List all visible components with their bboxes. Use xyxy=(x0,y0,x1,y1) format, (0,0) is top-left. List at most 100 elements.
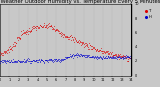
Point xyxy=(100,57,102,59)
Point xyxy=(75,42,78,43)
Point xyxy=(16,62,19,63)
Point xyxy=(86,54,89,56)
Point xyxy=(49,58,51,60)
Point xyxy=(6,52,8,54)
Point xyxy=(108,56,111,57)
Point xyxy=(66,37,68,38)
Point xyxy=(129,57,132,58)
Point xyxy=(60,58,62,60)
Point xyxy=(43,60,46,61)
Point xyxy=(111,54,114,56)
Point xyxy=(0,62,1,63)
Point xyxy=(57,30,59,31)
Point xyxy=(64,36,67,38)
Point xyxy=(67,56,70,57)
Point xyxy=(94,48,96,50)
Point xyxy=(74,54,76,56)
Point xyxy=(68,36,71,37)
Point xyxy=(75,52,78,53)
Point xyxy=(83,46,86,47)
Point xyxy=(92,46,95,47)
Point xyxy=(32,60,35,62)
Point xyxy=(41,60,44,61)
Point xyxy=(11,49,14,50)
Point xyxy=(13,60,16,61)
Point xyxy=(11,61,13,63)
Point xyxy=(86,43,89,44)
Point xyxy=(68,56,71,58)
Point xyxy=(28,62,31,63)
Point xyxy=(35,26,38,27)
Point xyxy=(90,45,93,46)
Point xyxy=(120,56,123,57)
Point xyxy=(78,40,80,41)
Point xyxy=(72,54,74,55)
Point xyxy=(124,58,127,59)
Point xyxy=(40,59,43,61)
Point xyxy=(2,55,4,56)
Point xyxy=(76,56,78,58)
Point xyxy=(87,46,89,47)
Point xyxy=(106,51,109,52)
Point xyxy=(111,57,114,59)
Point xyxy=(48,59,51,60)
Point xyxy=(50,25,53,27)
Point xyxy=(63,35,65,36)
Point xyxy=(29,60,32,61)
Point xyxy=(18,60,20,62)
Point xyxy=(39,61,41,62)
Point xyxy=(95,49,97,50)
Point xyxy=(25,30,27,32)
Point xyxy=(63,33,65,35)
Point xyxy=(63,58,65,59)
Point xyxy=(33,27,36,28)
Point xyxy=(119,57,121,59)
Point xyxy=(12,44,14,45)
Point xyxy=(88,45,91,46)
Point xyxy=(13,42,15,43)
Point xyxy=(108,56,111,58)
Point xyxy=(64,56,66,58)
Point xyxy=(89,44,92,46)
Point xyxy=(125,57,128,59)
Point xyxy=(26,59,29,60)
Point xyxy=(104,57,106,59)
Point xyxy=(124,58,127,59)
Point xyxy=(84,56,86,57)
Point xyxy=(72,57,75,58)
Point xyxy=(85,56,87,58)
Point xyxy=(55,60,58,61)
Point xyxy=(67,56,69,58)
Point xyxy=(59,31,62,33)
Point xyxy=(0,61,3,62)
Point xyxy=(46,59,48,60)
Point xyxy=(78,55,81,56)
Point xyxy=(61,59,63,61)
Point xyxy=(119,55,121,56)
Point xyxy=(103,58,106,59)
Point xyxy=(6,60,8,62)
Point xyxy=(73,55,76,56)
Point xyxy=(78,54,80,56)
Point xyxy=(127,57,130,58)
Point xyxy=(118,57,120,58)
Point xyxy=(44,26,46,28)
Point xyxy=(37,27,40,28)
Point xyxy=(124,56,126,57)
Point xyxy=(61,32,63,34)
Point xyxy=(110,58,113,59)
Point xyxy=(104,57,107,58)
Point xyxy=(61,35,64,36)
Point xyxy=(121,57,123,58)
Point xyxy=(117,54,119,56)
Point xyxy=(104,52,106,53)
Point xyxy=(54,59,57,60)
Point xyxy=(15,42,17,43)
Point xyxy=(69,35,72,36)
Point xyxy=(52,27,54,29)
Point xyxy=(104,58,107,59)
Point xyxy=(39,25,42,26)
Point xyxy=(70,55,73,57)
Point xyxy=(81,43,83,44)
Point xyxy=(114,54,116,55)
